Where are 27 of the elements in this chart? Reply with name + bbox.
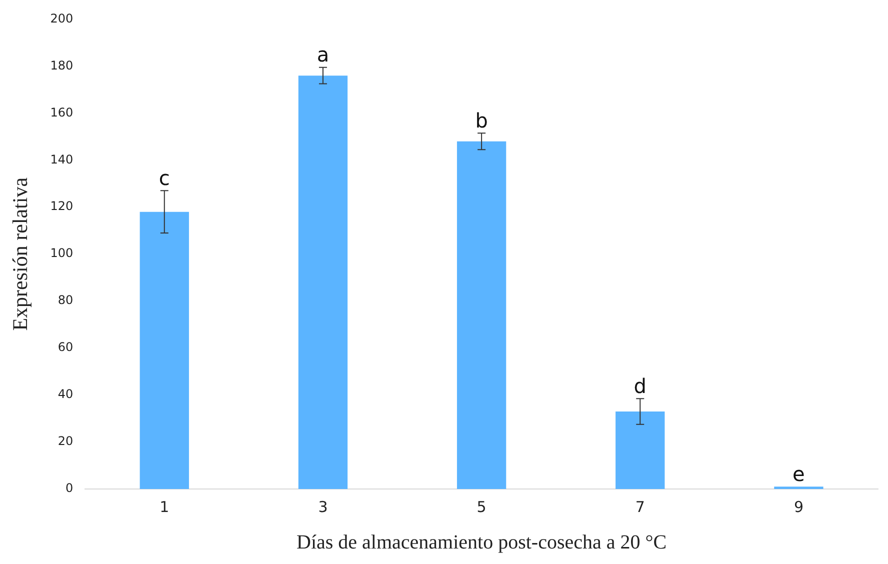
annotation: b	[475, 108, 488, 132]
y-axis-title: Expresión relativa	[8, 176, 32, 331]
bar	[298, 76, 348, 489]
y-tick-label: 180	[50, 58, 74, 72]
annotation: e	[792, 462, 805, 486]
y-tick-label: 20	[58, 434, 74, 448]
annotation: a	[316, 42, 330, 67]
y-tick-label: 0	[65, 481, 74, 496]
y-tick-label: 60	[58, 340, 74, 354]
bar	[456, 141, 506, 489]
annotation: c	[158, 166, 170, 190]
y-tick-label: 120	[50, 199, 74, 214]
x-tick-label: 1	[160, 498, 170, 516]
y-tick-label: 200	[50, 11, 74, 26]
x-tick-label: 9	[794, 498, 804, 516]
x-tick-label: 3	[318, 498, 328, 516]
x-tick-label: 5	[476, 498, 486, 516]
y-tick-label: 140	[50, 152, 74, 166]
annotation: d	[634, 374, 646, 398]
y-tick-label: 160	[50, 105, 74, 120]
y-tick-label: 100	[50, 246, 74, 260]
x-tick-label: 7	[635, 498, 645, 516]
bar	[616, 411, 665, 489]
y-tick-label: 40	[58, 387, 74, 402]
x-axis-title: Días de almacenamiento post-cosecha a 20 °C	[296, 531, 667, 554]
bar	[140, 212, 189, 489]
y-tick-label: 80	[58, 293, 74, 308]
